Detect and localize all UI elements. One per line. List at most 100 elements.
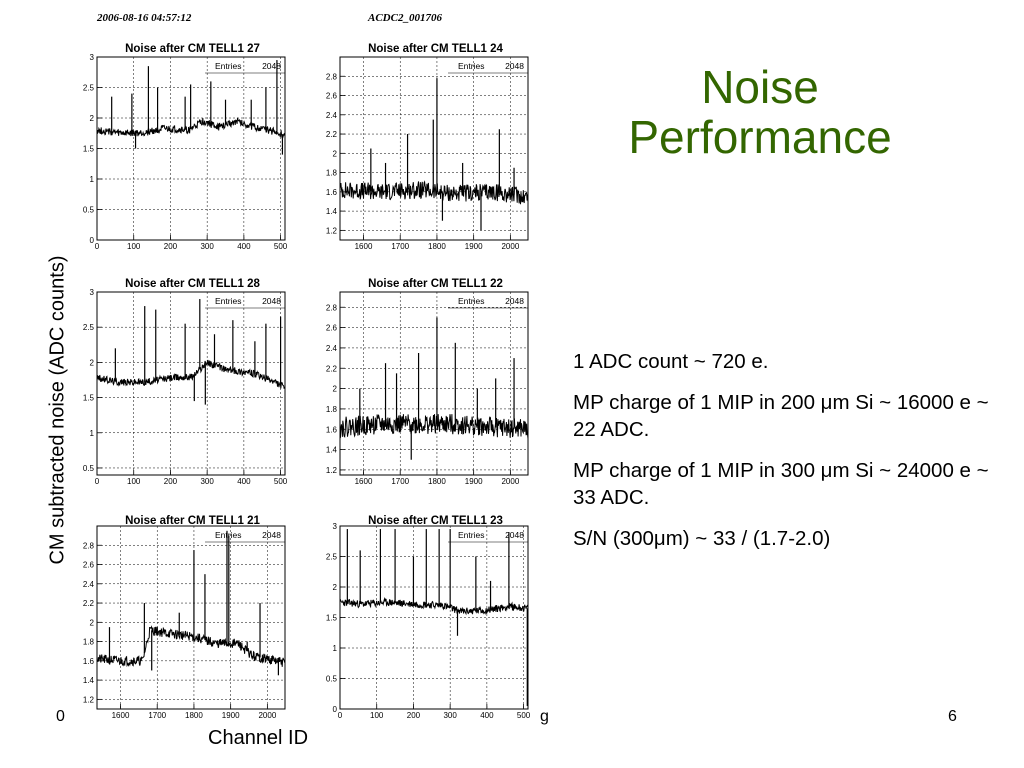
noise-trace (96, 117, 286, 139)
footer-left: 0 (56, 708, 65, 725)
x-tick-label: 500 (274, 242, 288, 251)
x-tick-label: 100 (127, 242, 141, 251)
y-tick-label: 2 (333, 583, 338, 592)
slide-title-line2: Performance (628, 111, 892, 163)
plot-frame (96, 56, 286, 241)
y-tick-label: 2.6 (83, 561, 95, 570)
x-tick-label: 300 (200, 477, 214, 486)
y-tick-label: 2 (90, 114, 95, 123)
y-tick-label: 2.5 (83, 84, 95, 93)
y-tick-label: 2.2 (326, 130, 338, 139)
entries-label: Entries (215, 530, 241, 540)
plot-frame (339, 56, 529, 241)
x-tick-label: 400 (480, 711, 494, 720)
y-tick-label: 0 (333, 705, 338, 714)
y-tick-label: 0.5 (326, 675, 338, 684)
y-tick-label: 1.6 (326, 425, 338, 434)
x-tick-label: 1800 (428, 477, 446, 486)
run-name-label: ACDC2_001706 (368, 12, 442, 24)
y-tick-label: 2.6 (326, 92, 338, 101)
y-tick-label: 2 (333, 385, 338, 394)
y-tick-label: 2 (333, 149, 338, 158)
y-tick-label: 2.8 (326, 303, 338, 312)
x-tick-label: 1900 (465, 477, 483, 486)
x-tick-label: 300 (200, 242, 214, 251)
x-tick-label: 1600 (355, 477, 373, 486)
x-tick-label: 2000 (501, 477, 519, 486)
y-tick-label: 1.5 (83, 394, 95, 403)
plot-frame (339, 291, 529, 476)
timestamp-label: 2006-08-16 04:57:12 (97, 12, 192, 24)
entries-value: 2048 (505, 530, 524, 540)
x-tick-label: 1900 (222, 711, 240, 720)
y-tick-label: 2 (90, 618, 95, 627)
y-tick-label: 1.6 (83, 657, 95, 666)
x-tick-label: 200 (164, 242, 178, 251)
y-tick-label: 0.5 (83, 464, 95, 473)
entries-label: Entries (215, 296, 241, 306)
bullet-item: MP charge of 1 MIP in 300 μm Si ~ 24000 … (573, 459, 989, 509)
y-tick-label: 2.5 (83, 323, 95, 332)
y-tick-label: 2.6 (326, 324, 338, 333)
plot-title: Noise after CM TELL1 28 (125, 278, 260, 290)
y-tick-label: 3 (90, 288, 95, 297)
x-tick-label: 2000 (501, 242, 519, 251)
x-tick-label: 200 (407, 711, 421, 720)
plot-title: Noise after CM TELL1 22 (368, 278, 503, 290)
entries-label: Entries (215, 61, 241, 71)
entries-value: 2048 (262, 296, 281, 306)
entries-value: 2048 (505, 61, 524, 71)
x-tick-label: 500 (274, 477, 288, 486)
noise-trace (339, 180, 529, 205)
y-tick-label: 1.8 (83, 638, 95, 647)
y-tick-label: 1.4 (83, 676, 95, 685)
y-tick-label: 1.2 (83, 695, 95, 704)
y-tick-label: 2.2 (326, 364, 338, 373)
x-axis-label: Channel ID (208, 727, 309, 749)
y-tick-label: 0 (90, 236, 95, 245)
plot-frame (339, 525, 529, 710)
y-tick-label: 2.5 (326, 553, 338, 562)
noise-trace (96, 625, 286, 668)
entries-value: 2048 (505, 296, 524, 306)
bullet-item: 1 ADC count ~ 720 e. (573, 350, 769, 373)
y-tick-label: 2.8 (83, 541, 95, 550)
entries-label: Entries (458, 296, 484, 306)
entries-label: Entries (458, 61, 484, 71)
y-tick-label: 1.2 (326, 466, 338, 475)
y-tick-label: 3 (333, 522, 338, 531)
y-tick-label: 1.6 (326, 188, 338, 197)
footer-mid: g (540, 708, 549, 725)
y-tick-label: 1 (333, 644, 338, 653)
y-tick-label: 3 (90, 53, 95, 62)
plot-title: Noise after CM TELL1 23 (368, 515, 503, 527)
entries-value: 2048 (262, 61, 281, 71)
plot-title: Noise after CM TELL1 24 (368, 43, 503, 55)
entries-label: Entries (458, 530, 484, 540)
y-tick-label: 2.2 (83, 599, 95, 608)
x-tick-label: 300 (443, 711, 457, 720)
noise-trace (339, 414, 529, 439)
y-tick-label: 1.4 (326, 207, 338, 216)
page-number: 6 (948, 708, 957, 725)
slide-title-line1: Noise (701, 61, 819, 113)
x-tick-label: 0 (95, 242, 100, 251)
bullet-item: S/N (300μm) ~ 33 / (1.7-2.0) (573, 527, 831, 550)
plot-title: Noise after CM TELL1 27 (125, 43, 260, 55)
y-tick-label: 1.2 (326, 226, 338, 235)
x-tick-label: 1700 (148, 711, 166, 720)
bullet-item: MP charge of 1 MIP in 200 μm Si ~ 16000 … (573, 391, 989, 441)
y-tick-label: 0.5 (83, 206, 95, 215)
x-tick-label: 500 (517, 711, 531, 720)
y-tick-label: 2.4 (326, 111, 338, 120)
y-tick-label: 1.4 (326, 446, 338, 455)
plot-frame (96, 525, 286, 710)
x-tick-label: 1700 (391, 242, 409, 251)
y-tick-label: 1.8 (326, 169, 338, 178)
x-tick-label: 1800 (428, 242, 446, 251)
plot-title: Noise after CM TELL1 21 (125, 515, 260, 527)
y-axis-label: CM subtracted noise (ADC counts) (46, 255, 69, 565)
y-tick-label: 2.4 (83, 580, 95, 589)
x-tick-label: 100 (370, 711, 384, 720)
bullet-list: 1 ADC count ~ 720 e. MP charge of 1 MIP … (573, 348, 1003, 566)
